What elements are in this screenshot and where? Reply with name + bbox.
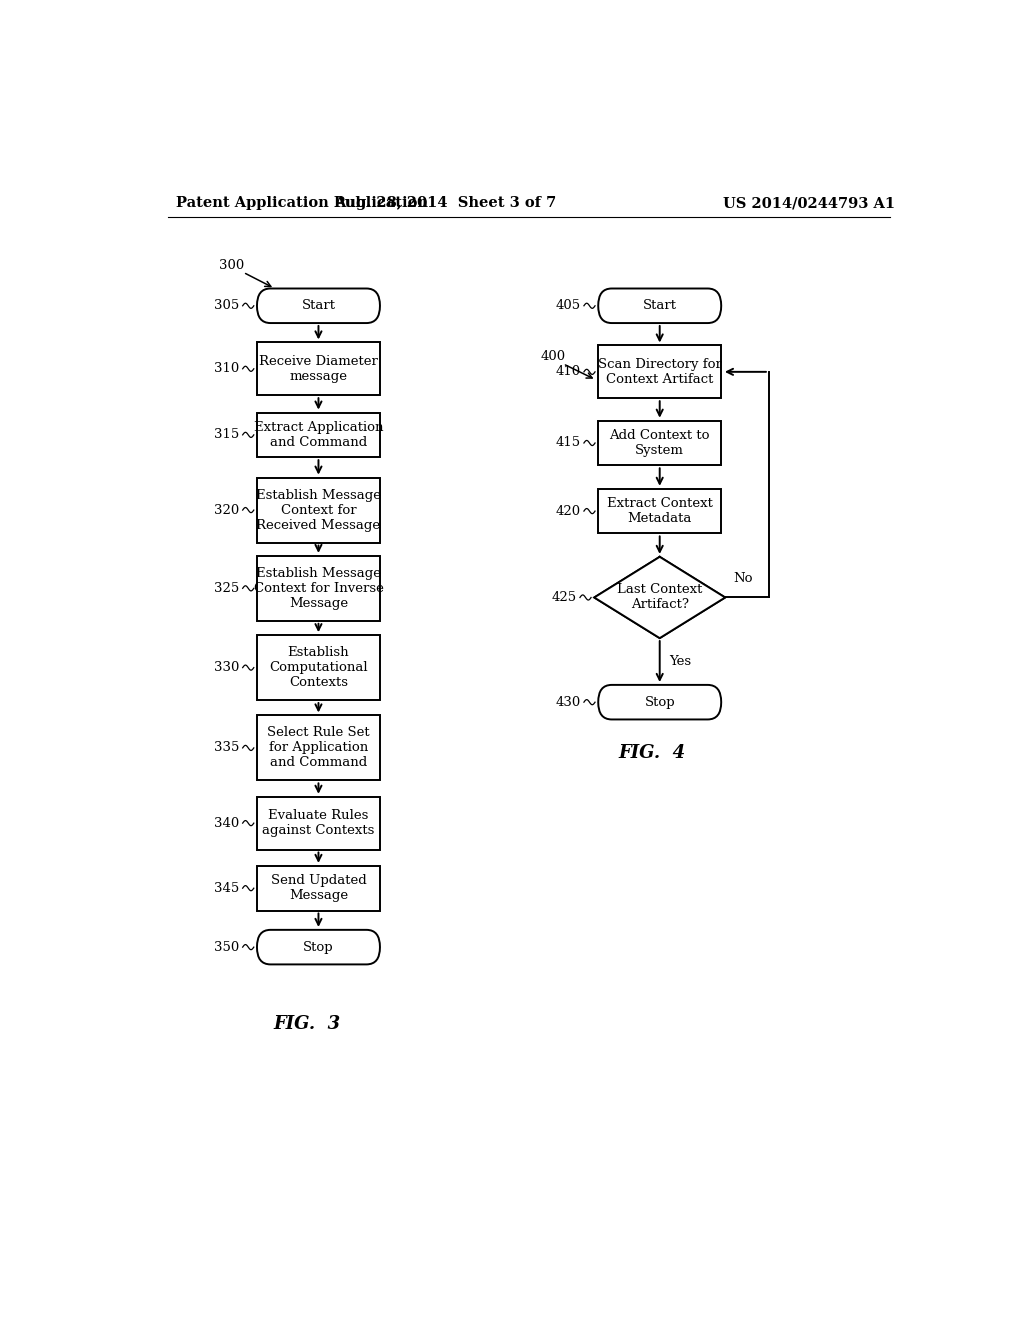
- FancyBboxPatch shape: [257, 556, 380, 620]
- Text: No: No: [733, 573, 753, 585]
- Text: 425: 425: [552, 591, 577, 605]
- Text: 420: 420: [556, 504, 581, 517]
- Text: Extract Application
and Command: Extract Application and Command: [254, 421, 383, 449]
- Text: 340: 340: [214, 817, 240, 830]
- Text: 400: 400: [541, 350, 566, 363]
- FancyBboxPatch shape: [598, 346, 721, 399]
- FancyBboxPatch shape: [598, 685, 721, 719]
- Text: 325: 325: [214, 582, 240, 595]
- FancyBboxPatch shape: [257, 478, 380, 543]
- Text: Establish Message
Context for Inverse
Message: Establish Message Context for Inverse Me…: [254, 566, 383, 610]
- Text: FIG.  4: FIG. 4: [618, 744, 685, 762]
- FancyBboxPatch shape: [257, 929, 380, 965]
- FancyBboxPatch shape: [257, 715, 380, 780]
- Polygon shape: [594, 557, 725, 638]
- Text: Add Context to
System: Add Context to System: [609, 429, 710, 457]
- Text: Evaluate Rules
against Contexts: Evaluate Rules against Contexts: [262, 809, 375, 837]
- Text: Start: Start: [301, 300, 336, 313]
- Text: Select Rule Set
for Application
and Command: Select Rule Set for Application and Comm…: [267, 726, 370, 770]
- Text: Start: Start: [643, 300, 677, 313]
- Text: Send Updated
Message: Send Updated Message: [270, 874, 367, 902]
- Text: Receive Diameter
message: Receive Diameter message: [259, 355, 378, 383]
- Text: 315: 315: [214, 429, 240, 441]
- Text: FIG.  3: FIG. 3: [273, 1015, 340, 1034]
- Text: Establish Message
Context for
Received Message: Establish Message Context for Received M…: [256, 488, 381, 532]
- FancyBboxPatch shape: [257, 866, 380, 911]
- FancyBboxPatch shape: [598, 421, 721, 466]
- Text: US 2014/0244793 A1: US 2014/0244793 A1: [723, 197, 895, 210]
- Text: 330: 330: [214, 661, 240, 675]
- Text: Scan Directory for
Context Artifact: Scan Directory for Context Artifact: [598, 358, 722, 385]
- Text: Aug. 28, 2014  Sheet 3 of 7: Aug. 28, 2014 Sheet 3 of 7: [334, 197, 557, 210]
- FancyBboxPatch shape: [257, 797, 380, 850]
- FancyBboxPatch shape: [598, 289, 721, 323]
- Text: 305: 305: [214, 300, 240, 313]
- Text: Patent Application Publication: Patent Application Publication: [176, 197, 428, 210]
- Text: 345: 345: [214, 882, 240, 895]
- Text: 410: 410: [556, 366, 581, 379]
- Text: Establish
Computational
Contexts: Establish Computational Contexts: [269, 645, 368, 689]
- Text: 350: 350: [214, 941, 240, 953]
- Text: 430: 430: [555, 696, 581, 709]
- FancyBboxPatch shape: [257, 289, 380, 323]
- Text: 310: 310: [214, 362, 240, 375]
- Text: Stop: Stop: [303, 941, 334, 953]
- Text: 415: 415: [556, 437, 581, 450]
- Text: Extract Context
Metadata: Extract Context Metadata: [607, 498, 713, 525]
- FancyBboxPatch shape: [257, 412, 380, 457]
- FancyBboxPatch shape: [257, 342, 380, 395]
- Text: 335: 335: [214, 742, 240, 755]
- Text: Stop: Stop: [644, 696, 675, 709]
- Text: Last Context
Artifact?: Last Context Artifact?: [617, 583, 702, 611]
- Text: 320: 320: [214, 503, 240, 516]
- FancyBboxPatch shape: [257, 635, 380, 700]
- Text: 300: 300: [219, 259, 245, 272]
- Text: Yes: Yes: [670, 655, 691, 668]
- FancyBboxPatch shape: [598, 488, 721, 533]
- Text: 405: 405: [556, 300, 581, 313]
